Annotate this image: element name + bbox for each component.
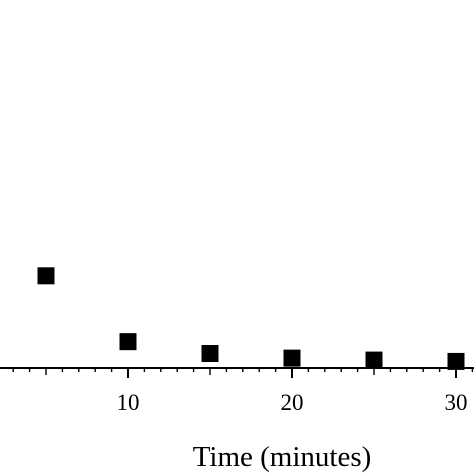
data-point (201, 345, 219, 363)
x-axis-title: Time (minutes) (193, 441, 372, 473)
x-tick-label: 30 (445, 390, 468, 415)
data-point (119, 333, 137, 351)
x-tick-label: 20 (281, 390, 304, 415)
x-axis-ticks (12, 368, 474, 378)
data-point (37, 267, 55, 285)
x-tick-label: 10 (117, 390, 140, 415)
data-point (283, 349, 301, 367)
x-axis-tick-labels: 10 20 30 (117, 390, 468, 415)
data-points (37, 267, 465, 370)
data-point (447, 352, 465, 370)
data-point (365, 351, 383, 369)
x-axis: 10 20 30 (0, 367, 474, 415)
